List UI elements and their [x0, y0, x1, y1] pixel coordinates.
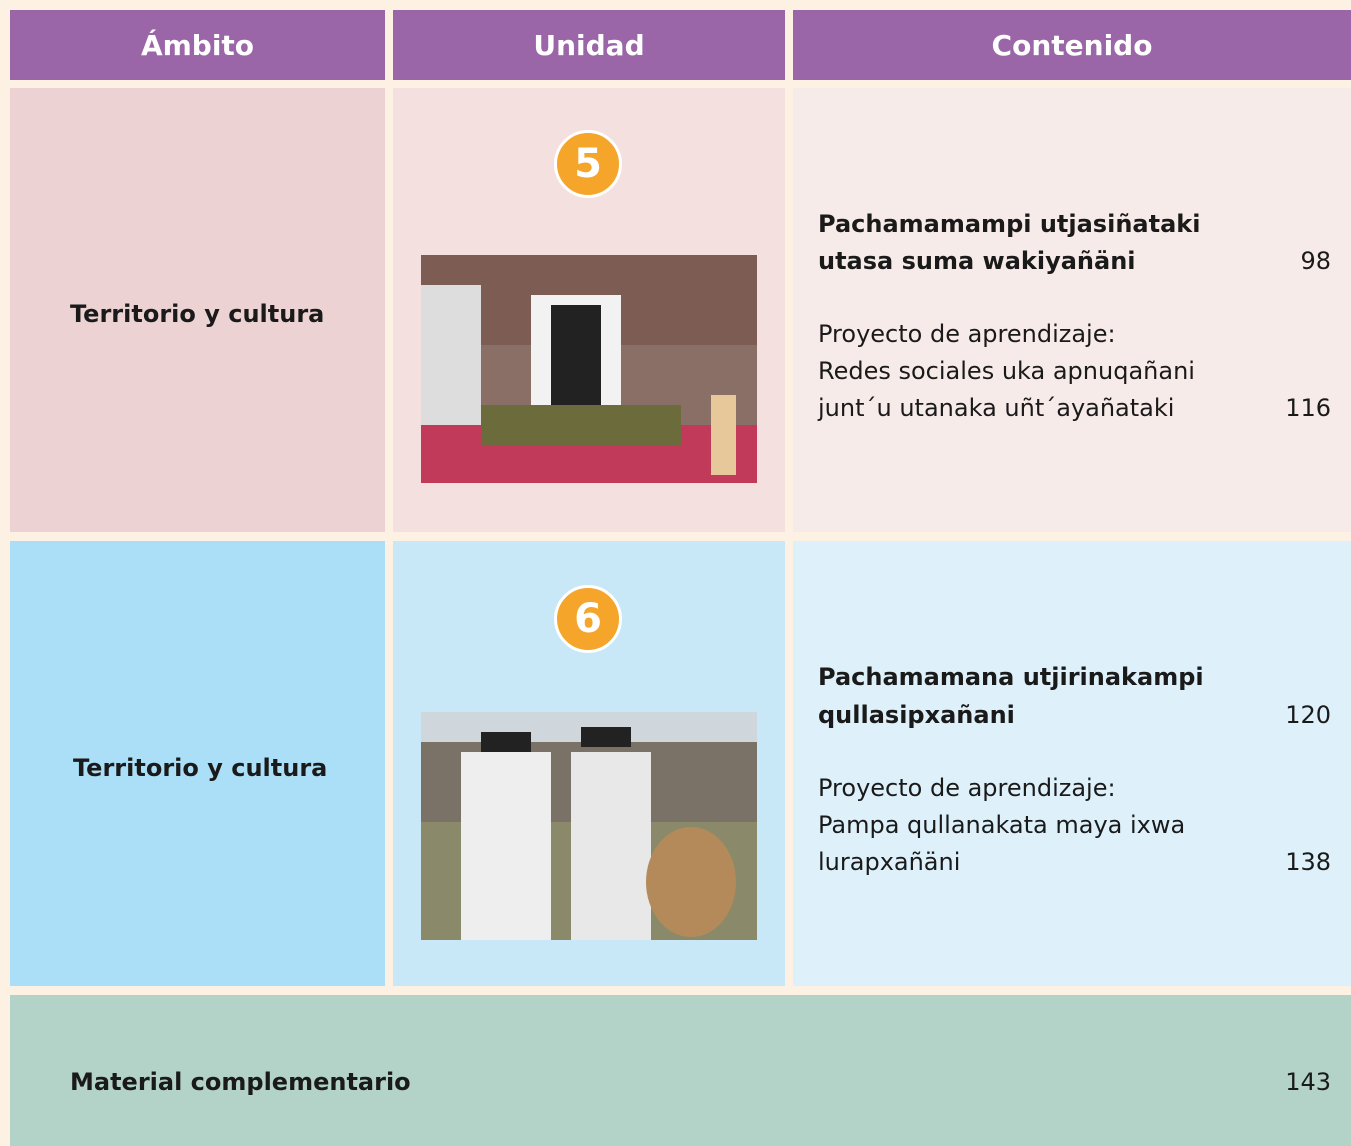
footer-label: Material complementario — [70, 1068, 411, 1096]
page-number: 143 — [1285, 1068, 1331, 1096]
unit-badge: 6 — [554, 585, 622, 653]
lesson-title: Pachamamana utjirinakampi — [818, 663, 1204, 691]
project-line: lurapxañäni — [818, 848, 961, 876]
lesson-title: qullasipxañani — [818, 701, 1015, 729]
lesson-title: Pachamamampi utjasiñataki — [818, 210, 1201, 238]
project-line: Pampa qullanakata maya ixwa — [818, 811, 1186, 839]
project-line: Proyecto de aprendizaje: — [818, 320, 1116, 348]
page-number: 116 — [1285, 394, 1331, 422]
page-number: 98 — [1300, 247, 1331, 275]
cell — [10, 88, 385, 532]
ambito: Territorio y cultura — [70, 300, 325, 328]
unit-badge: 5 — [554, 130, 622, 198]
header-cell: Unidad — [393, 10, 785, 80]
lesson-title: utasa suma wakiyañäni — [818, 247, 1136, 275]
header-cell: Ámbito — [10, 10, 385, 80]
page-number: 138 — [1285, 848, 1331, 876]
footer-row — [10, 995, 1351, 1146]
header-text: Ámbito — [140, 28, 255, 62]
header-cell: Contenido — [793, 10, 1351, 80]
ambito: Territorio y cultura — [73, 754, 328, 782]
cell — [793, 541, 1351, 986]
project-line: Redes sociales uka apnuqañani — [818, 357, 1195, 385]
page-number: 120 — [1285, 701, 1331, 729]
cell — [10, 541, 385, 986]
header-text: Unidad — [533, 28, 645, 62]
cell — [793, 88, 1351, 532]
photo — [421, 255, 757, 483]
photo — [421, 712, 757, 940]
project-line: Proyecto de aprendizaje: — [818, 774, 1116, 802]
project-line: junt´u utanaka uñt´ayañataki — [818, 394, 1175, 422]
header-text: Contenido — [991, 28, 1153, 62]
